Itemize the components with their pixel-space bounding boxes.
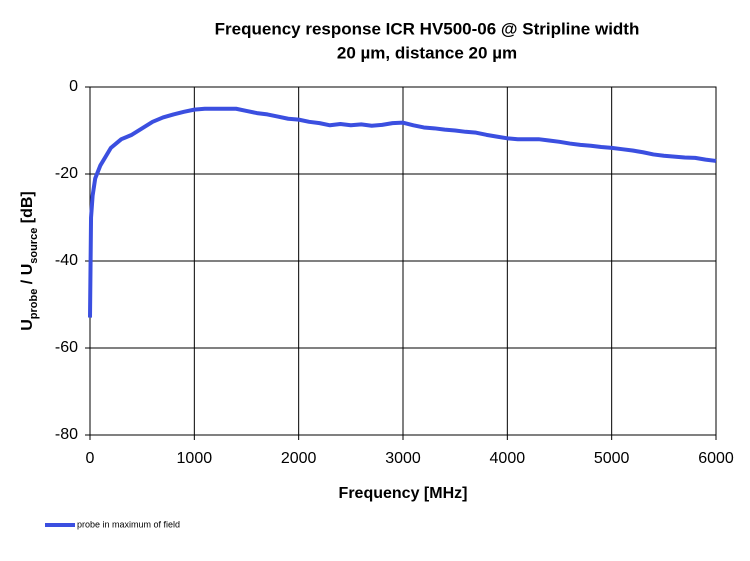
y-tick-label: -20 xyxy=(55,165,78,182)
y-tick-label: -80 xyxy=(55,426,78,443)
y-axis-title-part: / U xyxy=(19,264,36,289)
y-axis-title-subscript: probe xyxy=(28,289,40,320)
y-axis-title-subscript: source xyxy=(28,228,40,264)
x-tick-label: 5000 xyxy=(594,450,630,467)
data-line xyxy=(88,106,717,318)
x-axis-title: Frequency [MHz] xyxy=(339,485,468,502)
x-tick-label: 3000 xyxy=(385,450,421,467)
chart-title: Frequency response ICR HV500-06 @ Stripl… xyxy=(215,19,640,38)
legend-label: probe in maximum of field xyxy=(77,519,180,529)
y-axis-title-part: [dB] xyxy=(19,191,36,227)
x-tick-label: 6000 xyxy=(698,450,734,467)
y-axis-title: Uprobe / Usource [dB] xyxy=(19,191,40,331)
x-tick-label: 0 xyxy=(86,450,95,467)
x-tick-label: 2000 xyxy=(281,450,317,467)
x-tick-label: 4000 xyxy=(490,450,526,467)
x-tick-label: 1000 xyxy=(177,450,213,467)
y-tick-label: 0 xyxy=(69,78,78,95)
y-tick-label: -60 xyxy=(55,339,78,356)
chart-title: 20 µm, distance 20 µm xyxy=(337,43,517,62)
y-tick-label: -40 xyxy=(55,252,78,269)
y-axis-title-part: U xyxy=(19,319,36,331)
